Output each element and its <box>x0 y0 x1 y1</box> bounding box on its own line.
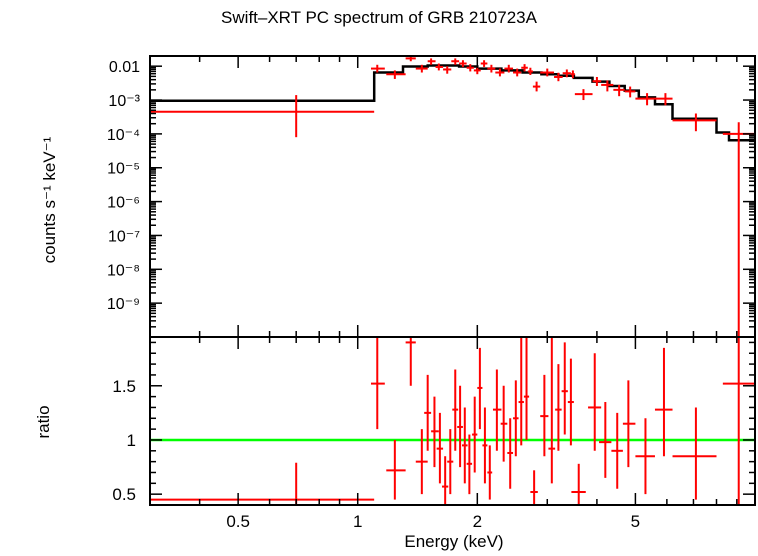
spectrum-data-point <box>613 84 625 97</box>
ratio-data-point <box>386 439 406 500</box>
spectrum-data-point <box>480 60 488 67</box>
spectrum-data-point <box>459 60 467 67</box>
spectrum-data-point <box>521 64 528 72</box>
ratio-data-point <box>482 407 488 484</box>
ratio-data-point <box>555 364 562 451</box>
spectrum-data-point <box>150 95 375 138</box>
ratio-data-point <box>523 337 530 440</box>
ratio-data-point <box>561 342 568 435</box>
ratio-data-point <box>567 358 574 446</box>
ratio-data-point <box>548 337 556 484</box>
spectrum-data-point <box>443 66 452 74</box>
ratio-data-point <box>540 374 549 457</box>
ratio-data-point <box>571 463 586 505</box>
x-tick-label: 1 <box>353 512 362 531</box>
spectrum-data-point <box>672 113 717 132</box>
spectrum-data-point <box>574 89 593 101</box>
y-tick-label: 1 <box>127 431 136 450</box>
spectrum-data-point <box>570 70 575 79</box>
ratio-panel <box>150 337 755 505</box>
ratio-data-point <box>477 347 483 430</box>
ratio-data-point <box>588 353 602 451</box>
ratio-data-point <box>622 380 636 468</box>
spectrum-data-point <box>427 58 436 65</box>
spectrum-data-point <box>527 67 533 75</box>
ratio-data-point <box>599 402 612 478</box>
ratio-data-point <box>150 462 375 505</box>
ratio-data-point <box>530 470 538 505</box>
spectrum-data-point <box>473 66 481 75</box>
y-tick-label: 1.5 <box>112 377 136 396</box>
spectrum-data-point <box>532 81 541 92</box>
ratio-data-point <box>447 429 454 495</box>
x-tick-label: 2 <box>473 512 482 531</box>
ratio-data-point <box>513 380 519 457</box>
spectrum-data-point <box>658 93 673 106</box>
y-tick-label: 10⁻⁵ <box>107 161 140 178</box>
ratio-data-point <box>466 434 473 495</box>
spectrum-data-point <box>562 69 571 78</box>
y-tick-label: 10⁻⁹ <box>107 296 140 313</box>
ratio-data-point <box>672 407 717 500</box>
y-tick-label: 10⁻⁶ <box>107 195 140 212</box>
ratio-data-point <box>722 337 755 505</box>
ratio-data-point <box>500 385 508 462</box>
ratio-data-point <box>472 396 478 473</box>
ratio-data-point <box>611 412 623 489</box>
spectrum-data-point <box>495 68 505 77</box>
spectrum-data-point <box>592 76 602 86</box>
spectrum-data-point <box>371 64 385 73</box>
ratio-frame <box>149 336 756 506</box>
spectrum-data-point <box>487 64 496 73</box>
spectrum-data-point <box>435 63 444 71</box>
x-axis-label: Energy (keV) <box>404 532 504 551</box>
ratio-data-point <box>424 374 432 451</box>
y-tick-label: 10⁻⁷ <box>108 228 140 245</box>
ratio-data-point <box>431 396 439 468</box>
spectrum-data-point <box>540 68 555 77</box>
y-tick-label: 0.01 <box>109 59 140 76</box>
ratio-data-point <box>415 429 428 495</box>
ratio-data-point <box>492 369 502 451</box>
ratio-data-point <box>487 445 493 500</box>
spectrum-data-point <box>466 64 474 72</box>
x-tick-label: 5 <box>631 512 640 531</box>
ratio-y-axis-label: ratio <box>34 405 53 439</box>
ratio-data-point <box>457 385 463 468</box>
y-tick-label: 0.5 <box>112 485 136 504</box>
ratio-data-point <box>442 456 449 505</box>
spectrum-data-point <box>415 64 428 73</box>
chart-title: Swift–XRT PC spectrum of GRB 210723A <box>221 8 537 27</box>
y-tick-label: 10⁻⁴ <box>107 127 140 144</box>
spectrum-data-point <box>635 93 659 106</box>
spectrum-data-point <box>386 70 406 79</box>
spectrum-y-axis-label: counts s⁻¹ keV⁻¹ <box>40 136 59 264</box>
ratio-data-point <box>507 418 514 489</box>
spectrum-panel <box>150 56 755 337</box>
y-tick-label: 10⁻³ <box>108 93 140 110</box>
spectrum-data-point <box>554 72 563 82</box>
ratio-data-point <box>436 412 444 484</box>
ratio-data-point <box>452 369 459 451</box>
y-tick-label: 10⁻⁸ <box>107 262 140 279</box>
ratio-data-point <box>635 418 655 495</box>
tick-labels: 0.5 1 2 5 0.01 10⁻³ 10⁻⁴ 10⁻⁵ 10⁻⁶ 10⁻⁷ 10⁻⁸ 10⁻⁹ 0.… <box>107 59 640 531</box>
spectrum-data-point <box>624 86 636 98</box>
spectrum-data-point <box>601 80 614 92</box>
ratio-data-point <box>654 347 673 457</box>
spectrum-data-point <box>513 68 522 77</box>
ratio-data-point <box>405 337 416 386</box>
spectrum-data-point <box>504 64 514 73</box>
ratio-data-point <box>371 337 385 430</box>
spectrum-data-point <box>451 58 460 65</box>
ratio-data-point <box>461 407 468 484</box>
ratio-data-point <box>518 337 524 446</box>
x-tick-label: 0.5 <box>226 512 250 531</box>
